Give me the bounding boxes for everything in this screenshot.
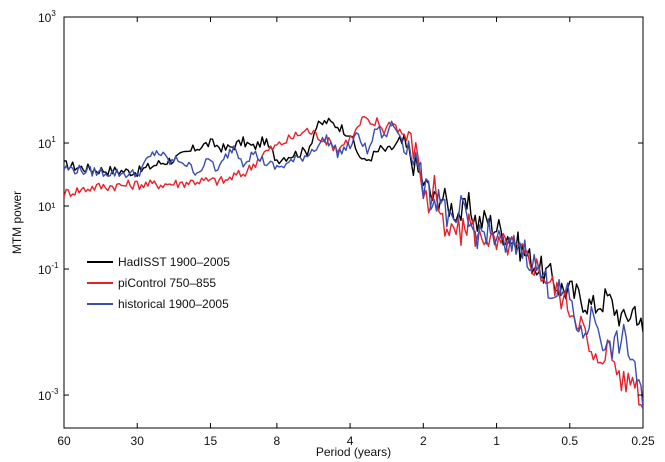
x-axis-ticks: 60 30 15 8 4 2 1 0.5 0.25 bbox=[57, 17, 655, 448]
x-tick-label: 0.5 bbox=[561, 434, 578, 448]
series-line-2 bbox=[64, 120, 643, 410]
legend-label: historical 1900–2005 bbox=[118, 297, 229, 311]
x-tick-label: 15 bbox=[204, 434, 218, 448]
x-tick-label: 2 bbox=[420, 434, 427, 448]
y-axis-ticks: 10-3 10-1 101 103 10¹ bbox=[38, 9, 643, 403]
x-tick-label: 8 bbox=[274, 434, 281, 448]
plot-frame bbox=[63, 16, 644, 429]
series-group bbox=[64, 115, 643, 410]
x-tick-label: 60 bbox=[57, 434, 71, 448]
y-tick-label: 103 bbox=[38, 9, 56, 25]
series-line-1 bbox=[64, 115, 643, 410]
x-tick-label: 0.25 bbox=[631, 434, 655, 448]
y-tick-label: 10¹ bbox=[38, 200, 55, 214]
x-tick-label: 1 bbox=[493, 434, 500, 448]
x-axis-label: Period (years) bbox=[316, 445, 391, 459]
y-tick-label: 10-1 bbox=[38, 261, 59, 277]
legend-label: piControl 750–855 bbox=[118, 276, 216, 290]
legend-label: HadISST 1900–2005 bbox=[118, 255, 230, 269]
y-tick-label: 101 bbox=[38, 135, 56, 151]
y-axis-label: MTM power bbox=[10, 191, 24, 254]
y-tick-label: 10-3 bbox=[38, 387, 59, 403]
x-tick-label: 30 bbox=[131, 434, 145, 448]
x-tick-label: 4 bbox=[347, 434, 354, 448]
legend: HadISST 1900–2005 piControl 750–855 histor… bbox=[87, 255, 230, 311]
